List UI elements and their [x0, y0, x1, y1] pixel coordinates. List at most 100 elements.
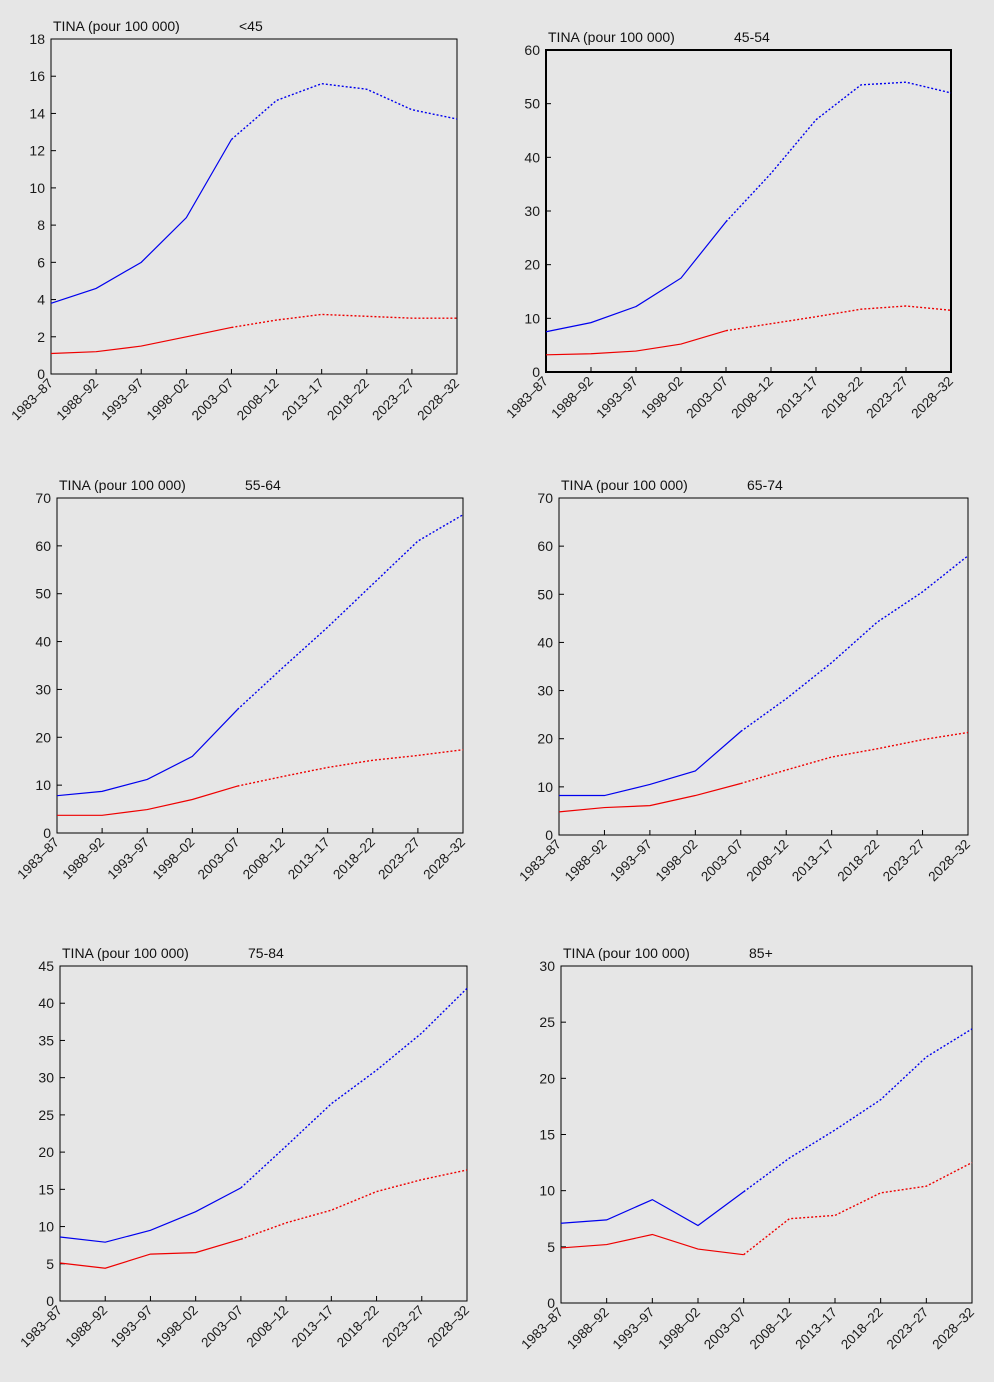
x-tick-label: 1988–92: [564, 1305, 612, 1353]
x-tick-label: 2003–07: [683, 374, 731, 422]
y-tick-label: 50: [537, 586, 553, 602]
y-tick-label: 5: [46, 1256, 54, 1272]
y-tick-label: 10: [539, 1183, 555, 1199]
x-tick-label: 1993–97: [108, 1303, 156, 1351]
x-tick-label: 2023–27: [379, 1303, 427, 1351]
x-tick-label: 2018–22: [834, 837, 882, 885]
y-tick-label: 15: [539, 1127, 555, 1143]
series-red-projected: [725, 305, 952, 332]
y-tick-label: 60: [524, 42, 540, 58]
y-tick-label: 20: [539, 1070, 555, 1086]
chart-panel-1: TINA (pour 100 000) <45 0 2 4 6 8 10 12 14 16 18 198…: [8, 18, 462, 423]
age-group-label: 75-84: [248, 945, 284, 961]
plot-area: [50, 38, 458, 375]
y-tick-label: 40: [524, 149, 540, 165]
x-tick-label: 2018–22: [838, 1305, 886, 1353]
y-tick-label: 60: [35, 538, 51, 554]
series-blue-projected: [230, 82, 458, 141]
x-tick-label: 2028–32: [420, 835, 468, 883]
x-tick-label: 2013–17: [773, 374, 821, 422]
y-axis-label: TINA (pour 100 000): [561, 477, 688, 493]
x-tick-label: 2028–32: [908, 374, 956, 422]
y-tick-label: 70: [537, 490, 553, 506]
x-tick-label: 2023–27: [863, 374, 911, 422]
x-tick-label: 1998–02: [150, 835, 198, 883]
y-tick-label: 20: [537, 731, 553, 747]
x-tick-label: 1998–02: [655, 1305, 703, 1353]
y-tick-label: 12: [29, 143, 45, 159]
y-tick-label: 15: [38, 1181, 54, 1197]
y-tick-label: 40: [537, 634, 553, 650]
y-tick-label: 40: [35, 634, 51, 650]
series-red-projected: [231, 313, 457, 329]
y-tick-label: 2: [37, 329, 45, 345]
x-tick-label: 2008–12: [728, 374, 776, 422]
x-tick-label: 2018–22: [324, 376, 372, 424]
series-red-projected: [240, 1169, 468, 1240]
y-tick-label: 35: [38, 1032, 54, 1048]
x-tick-label: 2013–17: [792, 1305, 840, 1353]
x-tick-label: 1988–92: [548, 374, 596, 422]
x-tick-label: 1983–87: [17, 1303, 65, 1351]
series-red-projected: [740, 731, 969, 785]
x-tick-label: 2003–07: [198, 1303, 246, 1351]
y-tick-label: 40: [38, 995, 54, 1011]
x-tick-label: 2013–17: [279, 376, 327, 424]
series-blue-projected: [240, 987, 468, 1189]
y-tick-label: 0: [545, 827, 553, 843]
x-tick-label: 1988–92: [562, 837, 610, 885]
x-tick-label: 2018–22: [330, 835, 378, 883]
x-tick-label: 2008–12: [744, 837, 792, 885]
x-tick-label: 2023–27: [369, 376, 417, 424]
age-group-label: 45-54: [734, 29, 770, 45]
x-tick-label: 1988–92: [63, 1303, 111, 1351]
y-tick-label: 30: [539, 958, 555, 974]
y-tick-label: 60: [537, 538, 553, 554]
x-tick-label: 2003–07: [189, 376, 237, 424]
y-tick-label: 10: [524, 310, 540, 326]
y-tick-label: 25: [38, 1107, 54, 1123]
x-tick-label: 1998–02: [653, 837, 701, 885]
x-tick-label: 2018–22: [334, 1303, 382, 1351]
y-tick-label: 0: [43, 825, 51, 841]
y-tick-label: 10: [537, 779, 553, 795]
x-tick-label: 1983–87: [503, 374, 551, 422]
y-axis-label: TINA (pour 100 000): [59, 477, 186, 493]
y-tick-label: 50: [524, 96, 540, 112]
series-blue-projected: [725, 81, 952, 223]
x-tick-label: 2028–32: [414, 376, 462, 424]
y-tick-label: 20: [35, 729, 51, 745]
chart-panel-3: TINA (pour 100 000) 55-64 0 10 20 30 40 50 60 70 1…: [14, 477, 468, 882]
x-tick-label: 2018–22: [818, 374, 866, 422]
plot-area: [560, 965, 973, 1304]
x-tick-label: 2013–17: [289, 1303, 337, 1351]
y-axis-label: TINA (pour 100 000): [53, 18, 180, 34]
y-tick-label: 20: [38, 1144, 54, 1160]
y-tick-label: 8: [37, 217, 45, 233]
x-tick-label: 2003–07: [195, 835, 243, 883]
x-tick-label: 2028–32: [925, 837, 973, 885]
x-tick-label: 1998–02: [144, 376, 192, 424]
x-tick-label: 2023–27: [884, 1305, 932, 1353]
series-blue-projected: [236, 514, 464, 711]
y-tick-label: 70: [35, 490, 51, 506]
x-tick-label: 2008–12: [234, 376, 282, 424]
y-tick-label: 0: [46, 1293, 54, 1309]
y-tick-label: 5: [547, 1239, 555, 1255]
age-group-label: 55-64: [245, 477, 281, 493]
x-tick-label: 2013–17: [789, 837, 837, 885]
x-tick-label: 2008–12: [240, 835, 288, 883]
y-tick-label: 0: [37, 366, 45, 382]
plot-area: [545, 49, 952, 373]
x-tick-label: 1993–97: [593, 374, 641, 422]
y-axis-label: TINA (pour 100 000): [548, 29, 675, 45]
y-tick-label: 10: [35, 777, 51, 793]
y-tick-label: 4: [37, 292, 45, 308]
plot-area: [59, 965, 468, 1302]
x-tick-label: 1983–87: [8, 376, 56, 424]
x-tick-label: 2008–12: [243, 1303, 291, 1351]
x-tick-label: 2003–07: [698, 837, 746, 885]
y-tick-label: 45: [38, 958, 54, 974]
